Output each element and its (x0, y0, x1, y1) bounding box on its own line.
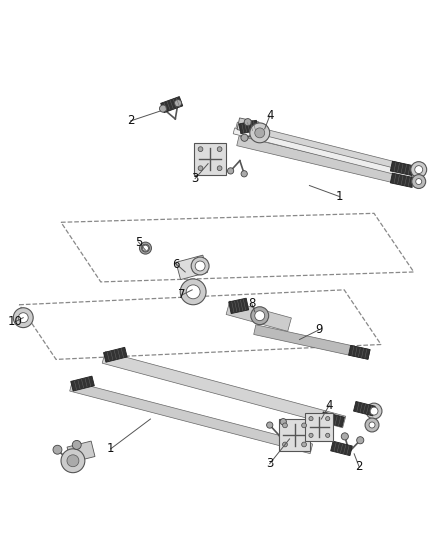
Circle shape (369, 422, 375, 428)
Circle shape (411, 161, 427, 177)
Circle shape (280, 418, 286, 425)
Circle shape (302, 442, 307, 447)
Circle shape (140, 242, 152, 254)
Circle shape (241, 134, 248, 141)
Circle shape (251, 307, 268, 325)
Polygon shape (67, 441, 95, 463)
Circle shape (365, 418, 379, 432)
Polygon shape (321, 412, 344, 427)
Polygon shape (390, 161, 414, 175)
Polygon shape (254, 325, 370, 359)
Circle shape (357, 437, 364, 444)
Polygon shape (349, 345, 370, 359)
Circle shape (72, 440, 81, 449)
Circle shape (13, 308, 33, 328)
Circle shape (309, 433, 313, 438)
Circle shape (341, 433, 348, 440)
Circle shape (195, 261, 205, 271)
Polygon shape (71, 376, 94, 391)
Circle shape (217, 147, 222, 151)
Polygon shape (353, 401, 375, 416)
Circle shape (415, 166, 423, 174)
Polygon shape (234, 122, 415, 179)
Polygon shape (226, 301, 291, 332)
Polygon shape (237, 118, 259, 134)
Circle shape (61, 449, 85, 473)
Text: 1: 1 (336, 190, 343, 203)
Polygon shape (237, 136, 415, 188)
Circle shape (412, 175, 426, 189)
Circle shape (186, 285, 200, 299)
Polygon shape (229, 298, 249, 313)
Circle shape (244, 119, 251, 126)
Polygon shape (233, 128, 413, 179)
Text: 10: 10 (8, 315, 23, 328)
Polygon shape (279, 419, 311, 451)
Circle shape (325, 417, 330, 421)
Circle shape (255, 128, 265, 138)
Text: 9: 9 (316, 323, 323, 336)
Text: 2: 2 (355, 460, 363, 473)
Circle shape (267, 422, 273, 428)
Circle shape (250, 123, 270, 143)
Text: 3: 3 (191, 172, 199, 185)
Circle shape (198, 166, 203, 171)
Polygon shape (239, 120, 258, 134)
Circle shape (255, 311, 265, 321)
Circle shape (53, 445, 62, 454)
Polygon shape (305, 413, 333, 441)
Text: 4: 4 (266, 109, 273, 123)
Polygon shape (331, 441, 352, 456)
Polygon shape (102, 352, 346, 428)
Text: 7: 7 (178, 288, 186, 301)
Circle shape (416, 179, 422, 184)
Circle shape (370, 407, 378, 415)
Text: 4: 4 (325, 399, 333, 411)
Circle shape (283, 423, 287, 428)
Polygon shape (390, 173, 414, 188)
Polygon shape (103, 348, 127, 362)
Circle shape (141, 244, 149, 252)
Polygon shape (70, 382, 313, 454)
Polygon shape (194, 143, 226, 175)
Circle shape (67, 455, 79, 467)
Circle shape (217, 166, 222, 171)
Circle shape (283, 442, 287, 447)
Circle shape (180, 279, 206, 305)
Polygon shape (176, 255, 208, 280)
Text: 8: 8 (248, 297, 255, 310)
Circle shape (174, 100, 182, 107)
Circle shape (198, 147, 203, 151)
Circle shape (325, 433, 330, 438)
Circle shape (366, 403, 382, 419)
Text: 2: 2 (127, 115, 134, 127)
Circle shape (191, 257, 209, 275)
Circle shape (159, 105, 166, 112)
Circle shape (309, 417, 313, 421)
Circle shape (302, 423, 307, 428)
Text: 1: 1 (107, 442, 114, 455)
Text: 5: 5 (135, 236, 142, 249)
Text: 3: 3 (266, 457, 273, 470)
Polygon shape (161, 96, 183, 112)
Circle shape (18, 313, 28, 322)
Circle shape (227, 168, 234, 174)
Circle shape (241, 171, 247, 177)
Circle shape (142, 245, 148, 251)
Text: 6: 6 (173, 257, 180, 271)
